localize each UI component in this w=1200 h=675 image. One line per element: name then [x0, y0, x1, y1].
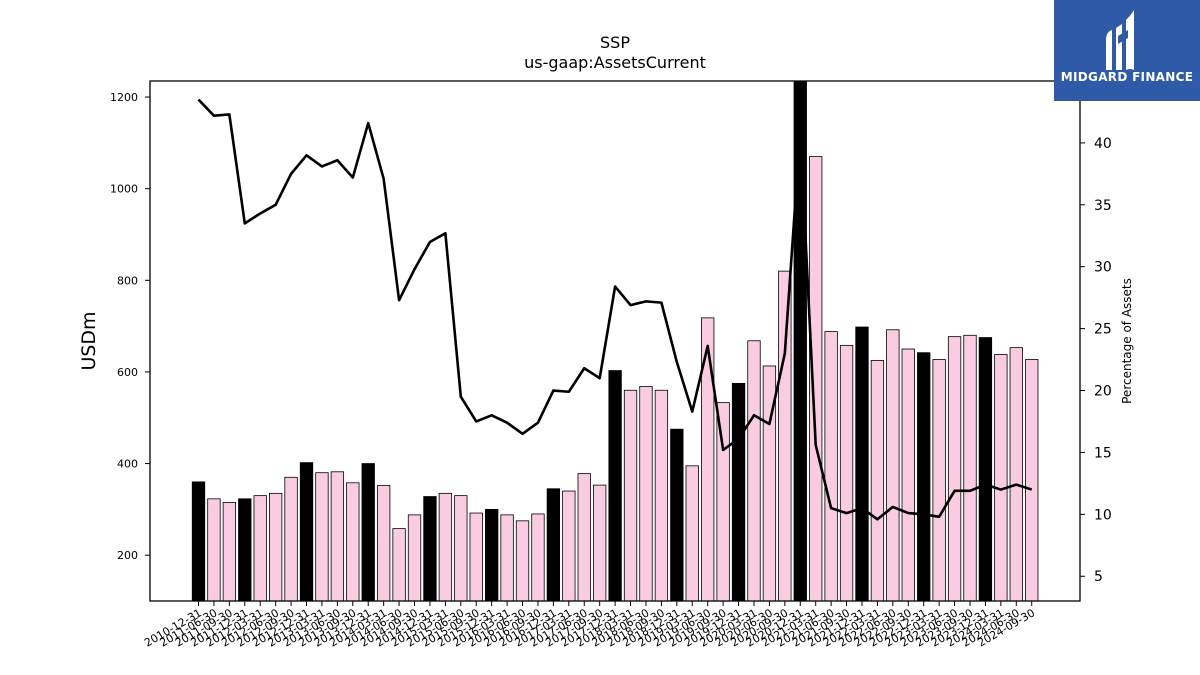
y2-axis: 5 10 15 20 25 30 35 40	[1080, 136, 1112, 585]
bar	[870, 360, 885, 602]
bar	[546, 488, 561, 602]
bar	[978, 337, 993, 602]
bar	[685, 465, 699, 602]
bar	[330, 471, 345, 602]
bar	[731, 382, 746, 602]
bar	[515, 520, 530, 602]
y2-tick-label: 5	[1094, 569, 1103, 585]
y-tick-label: 1200	[110, 91, 138, 104]
x-axis: 2010-12-312011-06-302011-09-302011-12-31…	[142, 601, 1037, 650]
bar	[654, 389, 669, 602]
bar	[994, 354, 1008, 602]
y2-tick-label: 30	[1094, 260, 1112, 276]
y-tick-label: 600	[117, 366, 138, 379]
bar	[438, 492, 453, 602]
bar	[423, 496, 437, 602]
bar	[407, 514, 422, 602]
bar	[1025, 359, 1039, 602]
bar	[670, 428, 684, 602]
y-tick-label: 1000	[110, 183, 138, 196]
bar	[716, 402, 730, 602]
bar	[377, 485, 391, 602]
line-series	[197, 98, 1033, 521]
bar	[222, 502, 237, 602]
bar	[299, 462, 314, 602]
bar	[577, 473, 591, 602]
y2-tick-label: 20	[1094, 384, 1112, 400]
bar	[253, 495, 267, 602]
y-axis-label: USDm	[78, 311, 100, 370]
brand-name: MIDGARD FINANCE	[1060, 70, 1194, 84]
bar	[824, 331, 838, 602]
bar	[932, 359, 946, 602]
bar	[392, 528, 406, 602]
bar	[778, 270, 792, 602]
bar	[315, 472, 329, 602]
bar	[562, 490, 576, 602]
y-axis: 200 400 600 800 1000 1200	[110, 91, 150, 562]
bar	[284, 476, 298, 602]
bar	[639, 386, 653, 602]
y-tick-label: 800	[117, 274, 138, 287]
bar	[346, 482, 360, 602]
bar	[917, 352, 931, 602]
brand-logo: MIDGARD FINANCE	[1054, 0, 1200, 101]
bar	[531, 513, 545, 602]
y2-tick-label: 15	[1094, 445, 1112, 461]
chart-title: SSP	[600, 33, 630, 52]
y-tick-label: 200	[117, 549, 138, 562]
y2-tick-label: 35	[1094, 198, 1112, 214]
y2-tick-label: 10	[1094, 507, 1112, 523]
bar-series	[191, 80, 1039, 602]
bar	[839, 344, 854, 602]
bar	[268, 492, 283, 602]
bar	[485, 508, 499, 602]
bar	[469, 512, 483, 602]
bar	[623, 389, 638, 602]
y2-tick-label: 40	[1094, 136, 1112, 152]
bar	[191, 481, 206, 602]
bar	[747, 340, 761, 602]
y2-tick-label: 25	[1094, 322, 1112, 338]
bar	[593, 484, 607, 602]
percentage-line	[197, 98, 1033, 521]
bar	[454, 495, 468, 602]
bar	[238, 498, 252, 602]
y2-axis-label: Percentage of Assets	[1120, 278, 1134, 404]
bar	[608, 370, 622, 602]
bar	[886, 329, 900, 602]
bar	[1009, 347, 1023, 602]
bar	[963, 334, 977, 602]
midgard-logo-icon	[1106, 10, 1134, 70]
bar	[901, 348, 915, 602]
chart-subtitle: us-gaap:AssetsCurrent	[524, 53, 706, 72]
bar	[947, 336, 962, 602]
y-tick-label: 400	[117, 458, 138, 471]
bar	[793, 80, 807, 602]
bar	[855, 326, 869, 602]
bar	[361, 463, 375, 602]
bar	[500, 514, 514, 602]
bar	[207, 498, 221, 602]
